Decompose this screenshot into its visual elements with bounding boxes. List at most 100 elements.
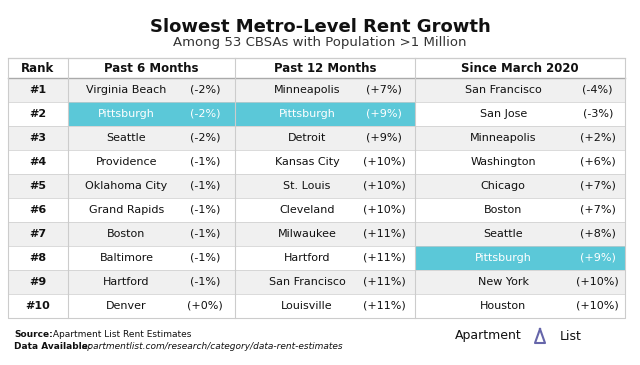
- Text: #8: #8: [29, 253, 47, 263]
- Text: (+0%): (+0%): [187, 301, 223, 311]
- Text: Rank: Rank: [21, 61, 54, 74]
- Text: (-1%): (-1%): [189, 181, 220, 191]
- Text: #7: #7: [29, 229, 47, 239]
- Bar: [415, 294, 625, 318]
- Bar: [8, 198, 68, 222]
- Text: (+8%): (+8%): [580, 229, 616, 239]
- Text: Apartment List Rent Estimates: Apartment List Rent Estimates: [50, 330, 191, 339]
- Text: (-1%): (-1%): [189, 253, 220, 263]
- Text: San Jose: San Jose: [479, 109, 527, 119]
- Text: Pittsburgh: Pittsburgh: [98, 109, 155, 119]
- Text: Chicago: Chicago: [481, 181, 525, 191]
- Text: (+10%): (+10%): [577, 277, 619, 287]
- Bar: [8, 246, 68, 270]
- Bar: [8, 58, 625, 318]
- Bar: [415, 174, 625, 198]
- Text: (+6%): (+6%): [580, 157, 616, 167]
- Text: Cleveland: Cleveland: [279, 205, 335, 215]
- Bar: [235, 174, 415, 198]
- Text: (+7%): (+7%): [580, 205, 616, 215]
- Bar: [235, 150, 415, 174]
- Text: (-1%): (-1%): [189, 277, 220, 287]
- Text: (-4%): (-4%): [582, 85, 613, 95]
- Text: (+9%): (+9%): [367, 133, 403, 143]
- Text: Pittsburgh: Pittsburgh: [278, 109, 335, 119]
- Bar: [8, 294, 68, 318]
- Text: (+9%): (+9%): [580, 253, 616, 263]
- Bar: [235, 126, 415, 150]
- Text: Denver: Denver: [106, 301, 147, 311]
- Text: #2: #2: [29, 109, 47, 119]
- Text: Data Available:: Data Available:: [14, 342, 92, 351]
- Text: (-2%): (-2%): [189, 133, 220, 143]
- Bar: [415, 246, 625, 270]
- Text: #1: #1: [29, 85, 47, 95]
- Text: Virginia Beach: Virginia Beach: [86, 85, 166, 95]
- Text: Since March 2020: Since March 2020: [461, 61, 579, 74]
- Text: Boston: Boston: [484, 205, 522, 215]
- Bar: [415, 126, 625, 150]
- Bar: [8, 78, 68, 102]
- Bar: [235, 270, 415, 294]
- Text: (+10%): (+10%): [363, 205, 406, 215]
- Text: (-3%): (-3%): [582, 109, 613, 119]
- Bar: [235, 294, 415, 318]
- Bar: [8, 126, 68, 150]
- Bar: [68, 198, 235, 222]
- Text: (-1%): (-1%): [189, 205, 220, 215]
- Bar: [415, 102, 625, 126]
- Text: (+10%): (+10%): [577, 301, 619, 311]
- Bar: [8, 174, 68, 198]
- Text: San Francisco: San Francisco: [269, 277, 346, 287]
- Text: Baltimore: Baltimore: [99, 253, 154, 263]
- Text: Apartment: Apartment: [455, 330, 522, 342]
- Text: #4: #4: [29, 157, 47, 167]
- Text: Milwaukee: Milwaukee: [278, 229, 337, 239]
- Text: Seattle: Seattle: [107, 133, 147, 143]
- Text: San Francisco: San Francisco: [465, 85, 541, 95]
- Bar: [68, 222, 235, 246]
- Bar: [8, 102, 68, 126]
- Bar: [235, 222, 415, 246]
- Bar: [415, 222, 625, 246]
- Bar: [68, 174, 235, 198]
- Text: Washington: Washington: [470, 157, 536, 167]
- Bar: [235, 246, 415, 270]
- Text: New York: New York: [477, 277, 529, 287]
- Text: #9: #9: [29, 277, 47, 287]
- Text: (+2%): (+2%): [580, 133, 616, 143]
- Text: Pittsburgh: Pittsburgh: [475, 253, 532, 263]
- Text: Source:: Source:: [14, 330, 52, 339]
- Bar: [68, 78, 235, 102]
- Text: Minneapolis: Minneapolis: [274, 85, 340, 95]
- Text: (+9%): (+9%): [367, 109, 403, 119]
- Bar: [415, 78, 625, 102]
- Text: Past 12 Months: Past 12 Months: [274, 61, 376, 74]
- Text: Oklahoma City: Oklahoma City: [85, 181, 168, 191]
- Text: apartmentlist.com/research/category/data-rent-estimates: apartmentlist.com/research/category/data…: [79, 342, 342, 351]
- Text: (+10%): (+10%): [363, 157, 406, 167]
- Bar: [235, 78, 415, 102]
- Text: (-2%): (-2%): [189, 85, 220, 95]
- Text: Boston: Boston: [108, 229, 146, 239]
- Text: Seattle: Seattle: [483, 229, 523, 239]
- Text: List: List: [560, 330, 582, 342]
- Bar: [68, 246, 235, 270]
- Text: Grand Rapids: Grand Rapids: [89, 205, 164, 215]
- Text: #10: #10: [26, 301, 51, 311]
- Text: #6: #6: [29, 205, 47, 215]
- Text: (+11%): (+11%): [363, 229, 406, 239]
- Text: (-1%): (-1%): [189, 229, 220, 239]
- Bar: [8, 270, 68, 294]
- Bar: [68, 102, 235, 126]
- Text: Kansas City: Kansas City: [275, 157, 339, 167]
- Bar: [415, 198, 625, 222]
- Text: Minneapolis: Minneapolis: [470, 133, 536, 143]
- Text: Hartford: Hartford: [284, 253, 330, 263]
- Text: Slowest Metro-Level Rent Growth: Slowest Metro-Level Rent Growth: [150, 18, 490, 36]
- Text: (-2%): (-2%): [189, 109, 220, 119]
- Text: Houston: Houston: [480, 301, 526, 311]
- Text: Louisville: Louisville: [281, 301, 333, 311]
- Bar: [8, 222, 68, 246]
- Bar: [8, 150, 68, 174]
